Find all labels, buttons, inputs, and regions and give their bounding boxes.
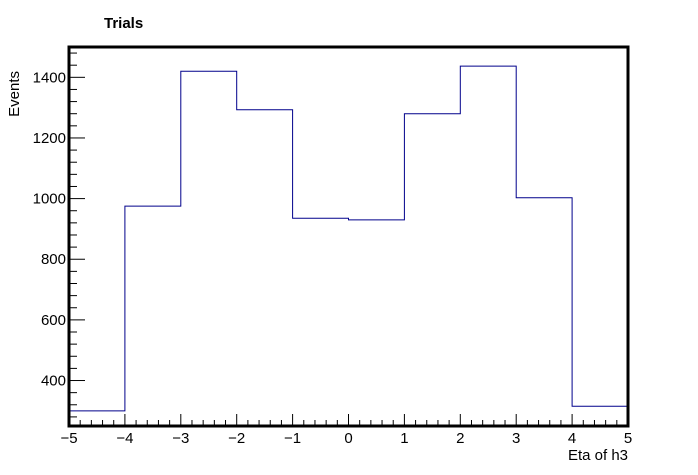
- x-tick-label: 2: [456, 430, 464, 447]
- x-tick-label: 0: [344, 430, 352, 447]
- x-tick-label: 5: [624, 430, 632, 447]
- x-tick-label: −5: [60, 430, 77, 447]
- x-tick-label: −1: [284, 430, 301, 447]
- x-tick-label: −2: [228, 430, 245, 447]
- x-tick-label: −4: [116, 430, 133, 447]
- histogram-series: [69, 65, 628, 412]
- x-tick-label: 1: [400, 430, 408, 447]
- plot-frame: [67, 45, 630, 428]
- x-tick-label: 4: [568, 430, 576, 447]
- y-tick-label: 400: [41, 373, 66, 390]
- y-tick-label: 1400: [33, 69, 66, 86]
- tick-labels: −5 −4 −3 −2 −1 0 1 2 3 4 5 400 600 800 1000 1200 1400: [33, 69, 633, 447]
- y-tick-label: 600: [41, 312, 66, 329]
- y-axis-title: Events: [6, 71, 23, 117]
- chart-title: Trials: [104, 15, 143, 32]
- y-tick-label: 800: [41, 251, 66, 268]
- y-tick-label: 1000: [33, 191, 66, 208]
- x-axis-title: Eta of h3: [568, 447, 628, 464]
- axis-ticks: [68, 52, 629, 426]
- x-tick-label: 3: [512, 430, 520, 447]
- y-tick-label: 1200: [33, 130, 66, 147]
- x-tick-label: −3: [172, 430, 189, 447]
